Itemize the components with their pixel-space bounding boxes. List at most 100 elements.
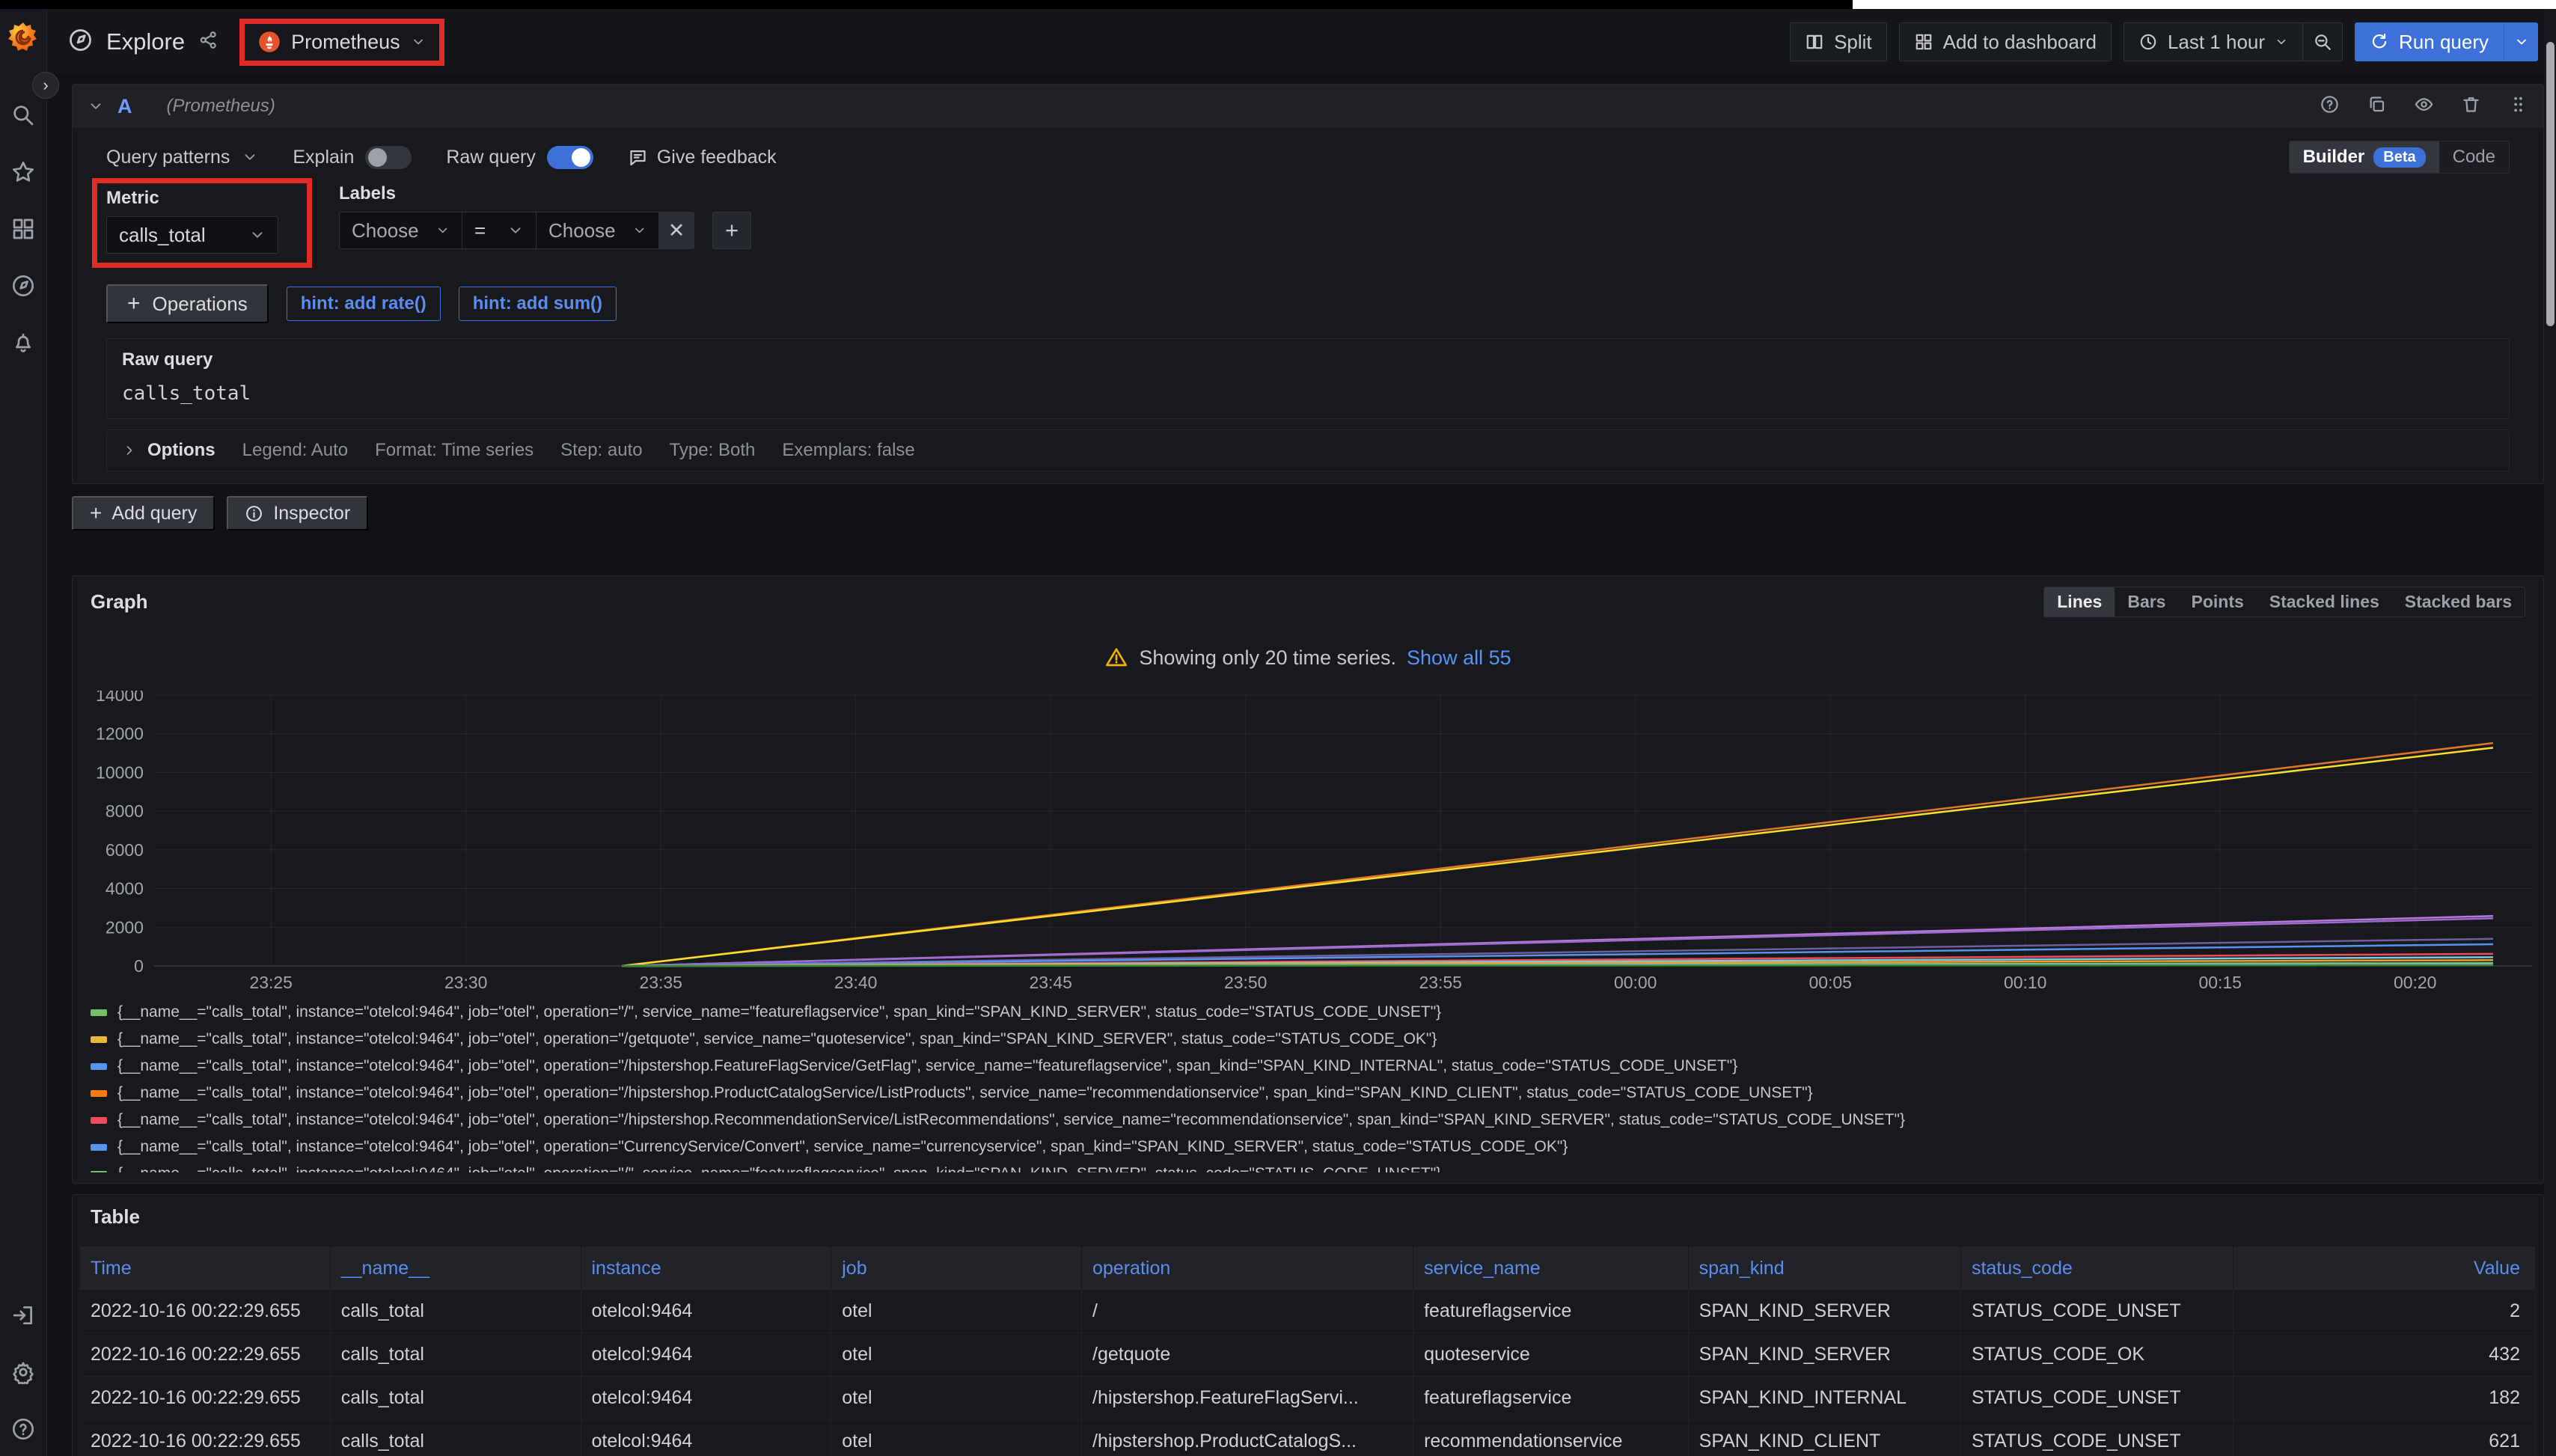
share-icon[interactable]: [198, 30, 218, 54]
table-cell: SPAN_KIND_SERVER: [1689, 1333, 1961, 1376]
legend-row: {__name__="calls_total", instance="otelc…: [91, 1107, 2525, 1134]
legend-label[interactable]: {__name__="calls_total", instance="otelc…: [117, 1057, 1738, 1074]
scrollbar-thumb[interactable]: [2546, 42, 2555, 326]
sign-in-icon[interactable]: [11, 1303, 35, 1327]
column-header-value[interactable]: Value: [2234, 1247, 2536, 1290]
duplicate-query-icon[interactable]: [2367, 94, 2387, 118]
code-mode-tab[interactable]: Code: [2452, 147, 2495, 167]
series-line: [622, 917, 2493, 967]
inspector-button[interactable]: Inspector: [227, 496, 369, 530]
label-value-select[interactable]: Choose: [536, 212, 659, 249]
query-option-summary: Step: auto: [560, 440, 643, 460]
label-name-select[interactable]: Choose: [339, 212, 462, 249]
query-patterns-dropdown[interactable]: Query patterns: [106, 147, 258, 168]
column-header-operation[interactable]: operation: [1082, 1247, 1414, 1290]
explain-label: Explain: [293, 146, 355, 168]
legend-label[interactable]: {__name__="calls_total", instance="otelc…: [117, 1003, 1442, 1021]
graph-mode-stacked-bars[interactable]: Stacked bars: [2404, 592, 2512, 611]
column-header-job[interactable]: job: [831, 1247, 1082, 1290]
zoom-out-time-button[interactable]: [2302, 22, 2343, 61]
collapse-chevron-icon[interactable]: [88, 98, 104, 114]
query-help-icon[interactable]: [2320, 94, 2340, 118]
metric-select[interactable]: calls_total: [106, 216, 278, 254]
legend-label[interactable]: {__name__="calls_total", instance="otelc…: [117, 1030, 1437, 1047]
table-cell: STATUS_CODE_UNSET: [1961, 1290, 2234, 1333]
table-cell: /hipstershop.FeatureFlagServi...: [1082, 1377, 1414, 1419]
legend-swatch[interactable]: [91, 1062, 107, 1070]
legend-label[interactable]: {__name__="calls_total", instance="otelc…: [117, 1111, 1905, 1128]
series-limit-warning: Showing only 20 time series.: [1139, 646, 1397, 669]
column-header-time[interactable]: Time: [80, 1247, 331, 1290]
datasource-picker[interactable]: Prometheus: [245, 23, 439, 61]
search-icon[interactable]: [11, 103, 35, 127]
dashboard-grid-icon: [1916, 34, 1931, 50]
legend-swatch[interactable]: [91, 1009, 107, 1016]
column-header-spankind[interactable]: span_kind: [1689, 1247, 1961, 1290]
graph-mode-stacked-lines[interactable]: Stacked lines: [2269, 592, 2379, 611]
x-axis-tick: 00:00: [1614, 973, 1657, 990]
hint-add-rate-button[interactable]: hint: add rate(): [286, 287, 441, 321]
graph-mode-points[interactable]: Points: [2191, 592, 2244, 611]
chevron-down-icon: [510, 227, 521, 233]
column-header-instance[interactable]: instance: [581, 1247, 832, 1290]
time-range-picker[interactable]: Last 1 hour: [2123, 22, 2304, 61]
drag-handle-icon[interactable]: [2508, 94, 2528, 118]
explain-toggle[interactable]: [365, 145, 412, 169]
sidebar-expand-button[interactable]: ›: [32, 72, 59, 99]
legend-swatch[interactable]: [91, 1143, 107, 1151]
grafana-logo-icon[interactable]: [7, 21, 40, 54]
legend-label[interactable]: {__name__="calls_total", instance="otelc…: [117, 1084, 1813, 1101]
graph-mode-lines[interactable]: Lines: [2044, 587, 2115, 617]
x-axis-tick: 23:55: [1419, 973, 1461, 990]
explore-compass-icon[interactable]: [11, 274, 35, 298]
operations-button[interactable]: + Operations: [106, 284, 269, 323]
legend-label[interactable]: {__name__="calls_total", instance="otelc…: [117, 1165, 1441, 1172]
hint-add-sum-button[interactable]: hint: add sum(): [458, 287, 617, 321]
browser-top-strip: [0, 0, 2556, 9]
plus-icon: +: [127, 291, 141, 316]
beta-badge: Beta: [2373, 147, 2426, 168]
column-header-statuscode[interactable]: status_code: [1961, 1247, 2234, 1290]
legend-label[interactable]: {__name__="calls_total", instance="otelc…: [117, 1138, 1568, 1155]
label-operator-select[interactable]: =: [462, 212, 536, 249]
series-line: [622, 943, 2493, 967]
legend-swatch[interactable]: [91, 1036, 107, 1043]
query-options-row[interactable]: Options Legend: Auto Format: Time series S…: [106, 429, 2510, 471]
remove-query-trash-icon[interactable]: [2461, 94, 2481, 118]
remove-label-filter-button[interactable]: ✕: [658, 212, 694, 249]
graph-mode-bars[interactable]: Bars: [2127, 592, 2166, 611]
table-row: 2022-10-16 00:22:29.655 calls_total otelco…: [80, 1290, 2536, 1333]
legend-swatch[interactable]: [91, 1089, 107, 1097]
alerting-bell-icon[interactable]: [11, 331, 35, 355]
star-icon[interactable]: [11, 160, 35, 184]
hide-response-eye-icon[interactable]: [2414, 94, 2434, 118]
add-query-button[interactable]: + Add query: [72, 496, 215, 530]
x-axis-tick: 23:40: [834, 973, 877, 990]
give-feedback-link[interactable]: Give feedback: [628, 147, 777, 168]
column-header-name[interactable]: __name__: [331, 1247, 581, 1290]
builder-mode-tab[interactable]: Builder Beta: [2289, 141, 2439, 173]
add-label-filter-button[interactable]: +: [712, 212, 751, 249]
legend-swatch[interactable]: [91, 1170, 107, 1172]
add-to-dashboard-button[interactable]: Add to dashboard: [1898, 22, 2112, 61]
show-all-series-link[interactable]: Show all 55: [1407, 646, 1511, 669]
column-header-servicename[interactable]: service_name: [1413, 1247, 1689, 1290]
legend-row: {__name__="calls_total", instance="otelc…: [91, 1026, 2525, 1053]
page-scrollbar[interactable]: [2544, 9, 2556, 1456]
split-button[interactable]: Split: [1790, 22, 1887, 61]
x-axis-tick: 23:25: [249, 973, 292, 990]
query-datasource-hint: (Prometheus): [166, 96, 275, 116]
run-query-button[interactable]: Run query: [2355, 22, 2538, 61]
time-series-chart[interactable]: 23:25 23:30 23:35 23:40 23:45 23:50 23:55 00:00…: [91, 691, 2541, 990]
datasource-name: Prometheus: [291, 30, 400, 53]
query-row-header[interactable]: A (Prometheus): [73, 85, 2543, 128]
raw-query-toggle[interactable]: [546, 145, 593, 169]
chevron-down-icon: [438, 227, 447, 233]
run-query-dropdown[interactable]: [2504, 22, 2538, 61]
query-option-summary: Legend: Auto: [242, 440, 349, 460]
legend-swatch[interactable]: [91, 1116, 107, 1124]
help-icon[interactable]: [11, 1417, 35, 1441]
settings-gear-icon[interactable]: [11, 1360, 35, 1384]
dashboards-icon[interactable]: [11, 217, 35, 241]
chevron-down-icon: [245, 154, 255, 160]
